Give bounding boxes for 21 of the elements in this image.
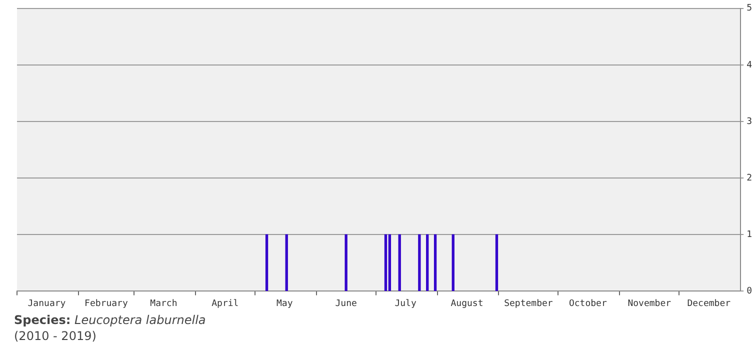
x-tick-label: December (687, 298, 732, 309)
x-tick-label: March (150, 298, 178, 309)
text: Leucoptera laburnella (74, 313, 206, 327)
y-tick-label: 0 (746, 286, 752, 297)
text: (2010 - 2019) (14, 329, 96, 343)
x-tick-label: February (84, 298, 128, 309)
x-tick-label: July (394, 298, 417, 309)
x-tick-label: September (504, 298, 554, 309)
x-tick-label: May (276, 298, 294, 309)
y-tick-label: 2 (746, 173, 752, 184)
x-tick-label: August (450, 298, 484, 309)
x-tick-label: November (628, 298, 672, 309)
x-tick-label: June (335, 298, 357, 309)
y-tick-label: 4 (746, 60, 752, 70)
y-tick-label: 5 (746, 4, 752, 14)
text: Species: (14, 313, 71, 327)
y-tick-label: 3 (746, 116, 752, 127)
x-tick-label: January (28, 298, 66, 309)
x-tick-label: October (568, 298, 608, 309)
x-tick-label: April (212, 298, 239, 309)
y-tick-label: 1 (746, 230, 752, 240)
